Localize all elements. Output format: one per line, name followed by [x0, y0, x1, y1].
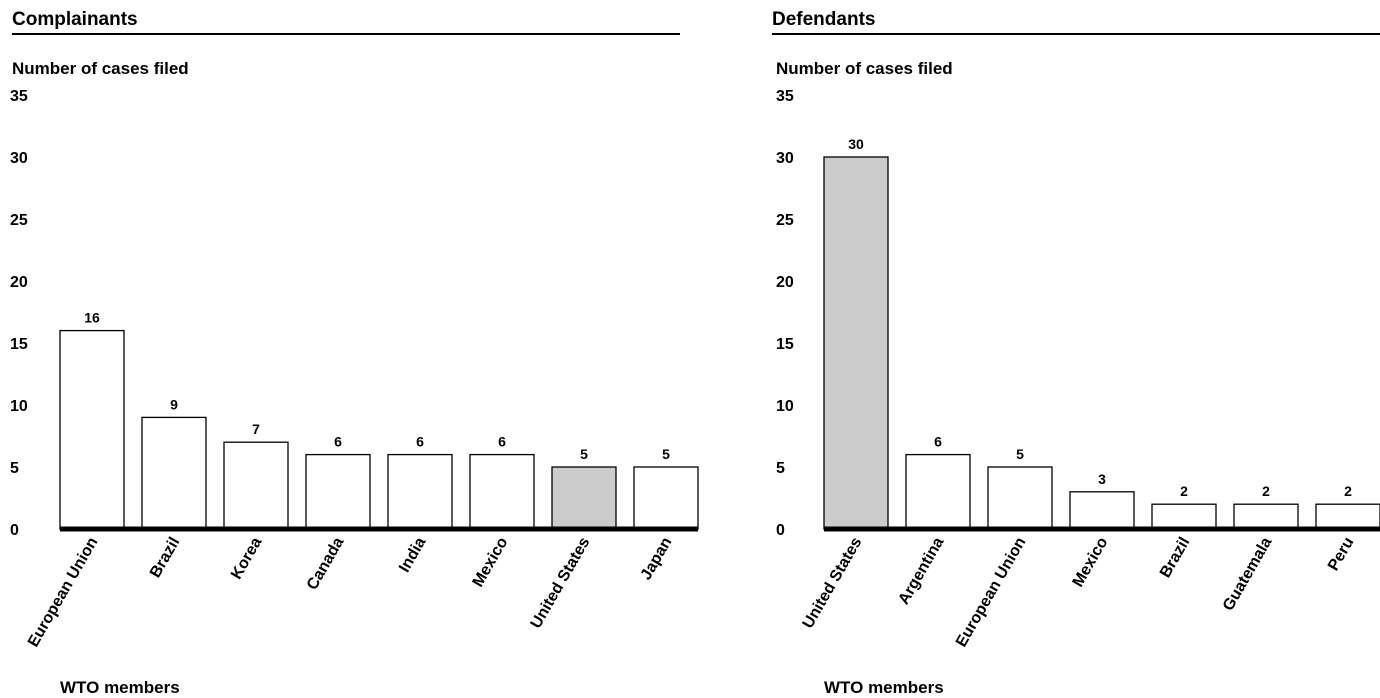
defendants-ytick-label: 30 — [776, 150, 794, 167]
defendants-panel: Defendants Number of cases filed 0 5 10 15 2… — [772, 9, 1380, 697]
defendants-ylabel: Number of cases filed — [776, 59, 953, 78]
defendants-category-label: European Union — [953, 535, 1030, 651]
defendants-bar-united-states — [823, 156, 889, 530]
complainants-value-label: 5 — [662, 446, 670, 462]
defendants-bar-argentina — [905, 453, 971, 530]
complainants-bar-european-union — [59, 329, 125, 530]
complainants-bar-mexico — [469, 453, 535, 530]
complainants-xlabel: WTO members — [60, 678, 180, 697]
defendants-bar-mexico — [1069, 491, 1135, 530]
defendants-ytick-label: 10 — [776, 398, 794, 415]
complainants-category-label: Japan — [638, 535, 676, 584]
defendants-bar-guatemala — [1233, 503, 1299, 530]
defendants-ytick-label: 0 — [776, 522, 785, 539]
complainants-category-label: Brazil — [147, 535, 184, 581]
defendants-bar-peru — [1315, 503, 1380, 530]
defendants-value-label: 2 — [1180, 483, 1188, 499]
complainants-bar-brazil — [141, 416, 207, 530]
complainants-bar-india — [387, 453, 453, 530]
complainants-value-label: 6 — [498, 434, 506, 450]
defendants-ytick-label: 35 — [776, 88, 794, 105]
complainants-category-label: Mexico — [470, 534, 512, 590]
defendants-category-label: Guatemala — [1220, 534, 1276, 613]
complainants-ytick-label: 15 — [10, 336, 28, 353]
complainants-value-label: 6 — [416, 434, 424, 450]
complainants-value-label: 16 — [84, 310, 100, 326]
defendants-category-label: Peru — [1325, 535, 1358, 574]
complainants-category-label: India — [396, 534, 429, 575]
defendants-value-label: 5 — [1016, 446, 1024, 462]
complainants-bar-japan — [633, 466, 699, 530]
complainants-value-label: 9 — [170, 396, 178, 412]
defendants-value-label: 3 — [1098, 471, 1106, 487]
defendants-ytick-label: 15 — [776, 336, 794, 353]
defendants-value-label: 30 — [848, 136, 864, 152]
complainants-category-label: Canada — [304, 534, 348, 593]
complainants-ytick-label: 35 — [10, 88, 28, 105]
complainants-ytick-label: 25 — [10, 212, 28, 229]
complainants-title: Complainants — [12, 9, 138, 30]
defendants-ytick-label: 20 — [776, 274, 794, 291]
complainants-ytick-label: 5 — [10, 460, 19, 477]
complainants-value-label: 7 — [252, 421, 260, 437]
defendants-ytick-label: 5 — [776, 460, 785, 477]
complainants-ytick-label: 0 — [10, 522, 19, 539]
complainants-value-label: 6 — [334, 434, 342, 450]
complainants-ytick-label: 30 — [10, 150, 28, 167]
complainants-bar-canada — [305, 453, 371, 530]
defendants-bar-european-union — [987, 466, 1053, 530]
defendants-category-label: Mexico — [1070, 534, 1112, 590]
complainants-ylabel: Number of cases filed — [12, 59, 189, 78]
complainants-bar-korea — [223, 441, 289, 530]
defendants-ytick-label: 25 — [776, 212, 794, 229]
defendants-value-label: 2 — [1344, 483, 1352, 499]
defendants-value-label: 2 — [1262, 483, 1270, 499]
defendants-category-label: United States — [800, 534, 866, 631]
defendants-xlabel: WTO members — [824, 678, 944, 697]
defendants-bar-brazil — [1151, 503, 1217, 530]
complainants-ytick-label: 10 — [10, 398, 28, 415]
defendants-category-label: Brazil — [1157, 535, 1194, 581]
complainants-category-label: Korea — [228, 534, 265, 582]
complainants-bar-united-states — [551, 466, 617, 530]
defendants-value-label: 6 — [934, 434, 942, 450]
complainants-category-label: United States — [528, 534, 594, 631]
defendants-category-label: Argentina — [895, 534, 947, 607]
defendants-title: Defendants — [772, 9, 875, 30]
complainants-panel: Complainants Number of cases filed 0 5 10 1… — [10, 9, 699, 697]
complainants-category-label: European Union — [25, 535, 102, 651]
complainants-value-label: 5 — [580, 446, 588, 462]
complainants-ytick-label: 20 — [10, 274, 28, 291]
